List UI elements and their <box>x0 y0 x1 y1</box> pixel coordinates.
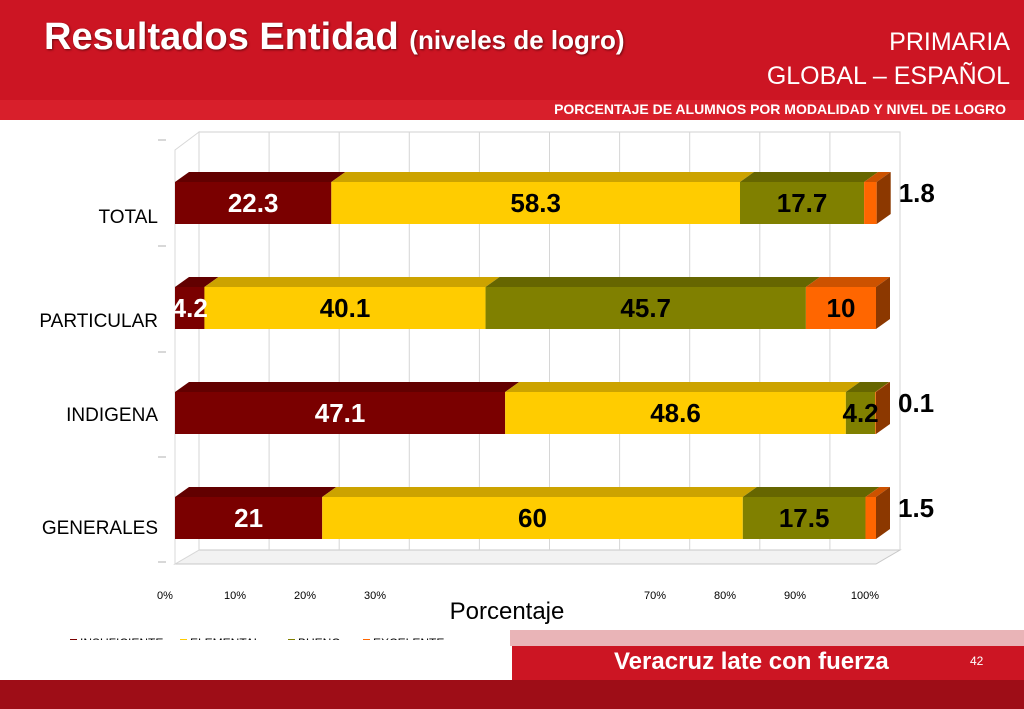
legend-label: EXCELENTE <box>373 636 444 640</box>
bar-segment <box>331 182 741 224</box>
bar-segment-top <box>175 382 520 392</box>
bar-segment <box>175 497 323 539</box>
legend-label: INSUFICIENTE <box>80 636 163 640</box>
bar-segment <box>322 497 743 539</box>
bar-segment <box>864 182 877 224</box>
bar-end-face <box>876 382 890 434</box>
chart-floor <box>173 549 902 565</box>
bar-end-face <box>876 487 890 539</box>
bar-segment <box>875 392 876 434</box>
page-title: Resultados Entidad (niveles de logro) <box>44 16 625 59</box>
bar-segment <box>505 392 846 434</box>
category-label: TOTAL <box>99 207 158 228</box>
data-label: 45.7 <box>620 293 671 323</box>
x-tick-label: 100% <box>851 590 879 602</box>
x-tick-label: 0% <box>157 590 173 602</box>
footer-band <box>510 630 1024 646</box>
data-label: 60 <box>518 503 547 533</box>
legend-swatch <box>180 639 187 640</box>
header-subtitle-strip <box>0 100 1024 120</box>
bar-segment-top <box>175 277 219 287</box>
bar-segment-top <box>204 277 500 287</box>
bar-segment-top <box>864 172 891 182</box>
bar-segment-top <box>485 277 820 287</box>
data-label: 1.5 <box>898 493 934 523</box>
chart-subtitle: PORCENTAJE DE ALUMNOS POR MODALIDAD Y NI… <box>554 101 1006 117</box>
bar-segment <box>865 497 876 539</box>
x-tick-label: 80% <box>714 590 736 602</box>
bar-segment-top <box>331 172 755 182</box>
legend-label: BUENO <box>298 636 341 640</box>
bar-segment-top <box>322 487 757 497</box>
x-tick-label: 90% <box>784 590 806 602</box>
bar-segment <box>175 392 506 434</box>
data-label: 22.3 <box>228 188 279 218</box>
category-label: PARTICULAR <box>39 311 158 332</box>
bar-segment-top <box>740 172 879 182</box>
footer-bottom-bar <box>0 680 1024 709</box>
data-label: 1.8 <box>899 178 935 208</box>
bar-segment <box>740 182 865 224</box>
data-label: 10 <box>826 293 855 323</box>
bar-segment-top <box>875 382 890 392</box>
bar-segment <box>204 287 486 329</box>
page-title-main: Resultados Entidad <box>44 16 399 58</box>
bar-segment <box>175 287 205 329</box>
bar-segment-top <box>175 172 346 182</box>
bar-segment-top <box>175 487 337 497</box>
bar-segment <box>175 182 332 224</box>
bar-segment-top <box>865 487 890 497</box>
data-label: 40.1 <box>320 293 371 323</box>
data-label: 48.6 <box>650 398 701 428</box>
data-label: 4.2 <box>172 293 208 323</box>
category-label: INDIGENA <box>66 405 158 426</box>
x-tick-label: 70% <box>644 590 666 602</box>
bar-segment <box>485 287 806 329</box>
bar-end-face <box>876 172 891 224</box>
legend-swatch <box>363 639 370 640</box>
legend-swatch <box>288 639 295 640</box>
x-tick-label: 10% <box>224 590 246 602</box>
data-label: 17.7 <box>777 188 828 218</box>
bar-segment <box>845 392 876 434</box>
x-tick-label: 20% <box>294 590 316 602</box>
data-label: 0.1 <box>898 388 934 418</box>
bar-end-face <box>876 277 890 329</box>
legend-swatch <box>70 639 77 640</box>
bar-segment <box>742 497 866 539</box>
x-tick-label: 30% <box>364 590 386 602</box>
header-banner <box>0 0 1024 100</box>
bar-segment-top <box>805 277 890 287</box>
data-label: 17.5 <box>779 503 830 533</box>
bar-segment-top <box>505 382 860 392</box>
x-axis-title: Porcentaje <box>450 598 565 625</box>
footer-slogan: Veracruz late con fuerza <box>614 648 889 675</box>
legend-label: ELEMENTAL <box>190 636 261 640</box>
subject-title: GLOBAL – ESPAÑOL <box>766 62 1010 90</box>
data-label: 47.1 <box>315 398 366 428</box>
school-level: PRIMARIA <box>889 28 1010 56</box>
bar-segment-top <box>742 487 880 497</box>
stacked-bar-chart: 0% 10% 20% 30% 70% 80% 90% 100% Porcentaje 22.3 58… <box>39 131 935 640</box>
data-label: 58.3 <box>510 188 561 218</box>
data-label: 21 <box>234 503 263 533</box>
bar-segment-top <box>845 382 890 392</box>
bar-segment <box>805 287 876 329</box>
data-label: 4.2 <box>842 398 878 428</box>
footer-bar <box>512 646 1024 680</box>
page-number: 42 <box>970 654 984 668</box>
category-label: GENERALES <box>42 518 158 539</box>
page-title-sub: (niveles de logro) <box>409 25 625 55</box>
